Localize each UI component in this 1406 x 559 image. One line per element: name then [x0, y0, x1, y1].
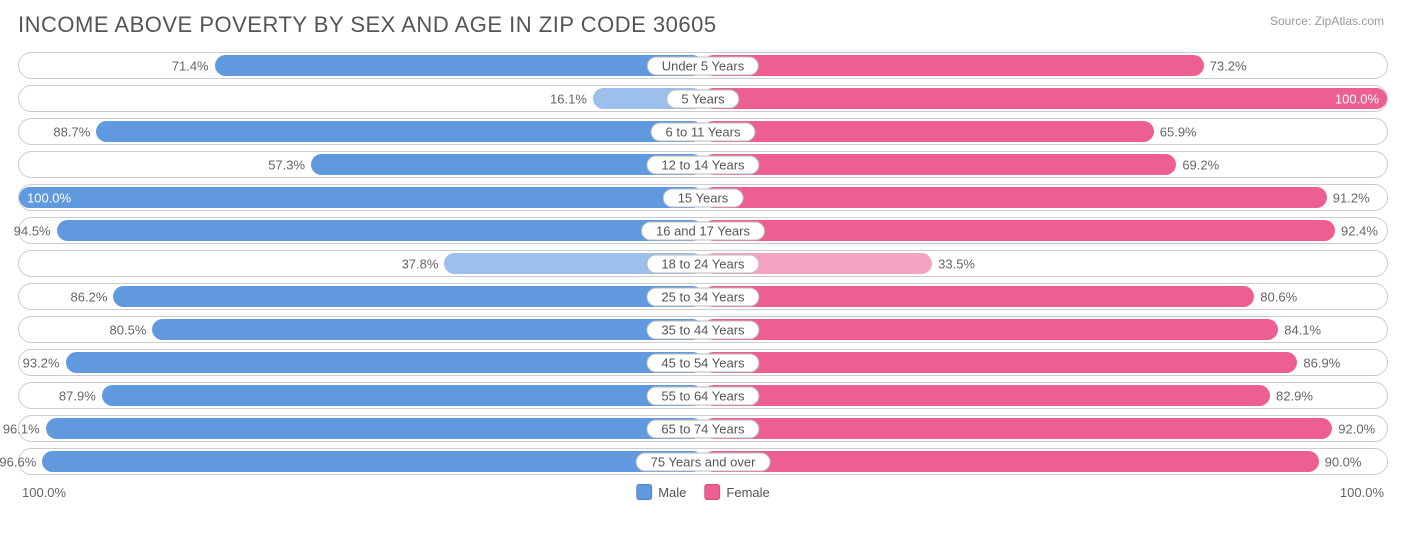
chart-title: INCOME ABOVE POVERTY BY SEX AND AGE IN Z…	[18, 12, 1388, 38]
female-bar	[703, 451, 1319, 472]
chart-row: 86.2% 80.6% 25 to 34 Years	[18, 283, 1388, 310]
male-value-label: 86.2%	[71, 289, 108, 304]
female-value-label: 65.9%	[1160, 124, 1197, 139]
male-value-label: 94.5%	[14, 223, 51, 238]
chart-row: 37.8% 33.5% 18 to 24 Years	[18, 250, 1388, 277]
chart-footer: 100.0% Male Female 100.0%	[18, 481, 1388, 503]
female-value-label: 100.0%	[1335, 91, 1379, 106]
female-bar	[703, 319, 1278, 340]
female-bar	[703, 220, 1335, 241]
chart-row: 96.1%92.0%65 to 74 Years	[18, 415, 1388, 442]
female-value-label: 84.1%	[1284, 322, 1321, 337]
female-value-label: 73.2%	[1210, 58, 1247, 73]
chart-row: 57.3% 69.2% 12 to 14 Years	[18, 151, 1388, 178]
male-bar	[215, 55, 703, 76]
axis-label-left: 100.0%	[22, 485, 66, 500]
female-bar	[703, 385, 1270, 406]
male-bar	[113, 286, 703, 307]
male-value-label: 71.4%	[172, 58, 209, 73]
female-bar	[703, 286, 1254, 307]
male-bar	[57, 220, 703, 241]
male-value-label: 87.9%	[59, 388, 96, 403]
source-attribution: Source: ZipAtlas.com	[1270, 14, 1384, 28]
female-swatch-icon	[704, 484, 720, 500]
female-value-label: 80.6%	[1260, 289, 1297, 304]
category-label: 35 to 44 Years	[646, 320, 759, 339]
female-bar	[703, 154, 1176, 175]
male-value-label: 96.1%	[3, 421, 40, 436]
male-bar	[19, 187, 703, 208]
chart-row: 80.5% 84.1% 35 to 44 Years	[18, 316, 1388, 343]
female-bar	[703, 121, 1154, 142]
category-label: 45 to 54 Years	[646, 353, 759, 372]
female-value-label: 91.2%	[1333, 190, 1370, 205]
male-value-label: 16.1%	[550, 91, 587, 106]
category-label: 75 Years and over	[636, 452, 771, 471]
female-value-label: 86.9%	[1303, 355, 1340, 370]
category-label: 5 Years	[666, 89, 739, 108]
female-value-label: 92.0%	[1338, 421, 1375, 436]
female-value-label: 92.4%	[1341, 223, 1378, 238]
legend: Male Female	[636, 484, 770, 500]
axis-label-right: 100.0%	[1340, 485, 1384, 500]
category-label: 55 to 64 Years	[646, 386, 759, 405]
category-label: Under 5 Years	[647, 56, 759, 75]
female-value-label: 69.2%	[1182, 157, 1219, 172]
male-value-label: 57.3%	[268, 157, 305, 172]
male-bar	[96, 121, 703, 142]
chart-row: 93.2% 86.9% 45 to 54 Years	[18, 349, 1388, 376]
male-bar	[311, 154, 703, 175]
female-bar	[703, 418, 1332, 439]
female-value-label: 82.9%	[1276, 388, 1313, 403]
chart-row: 100.0% 91.2% 15 Years	[18, 184, 1388, 211]
category-label: 6 to 11 Years	[651, 122, 756, 141]
female-bar	[703, 187, 1327, 208]
chart-row: 71.4% 73.2% Under 5 Years	[18, 52, 1388, 79]
male-value-label: 93.2%	[23, 355, 60, 370]
male-value-label: 100.0%	[27, 190, 71, 205]
category-label: 15 Years	[663, 188, 744, 207]
category-label: 18 to 24 Years	[646, 254, 759, 273]
category-label: 16 and 17 Years	[641, 221, 765, 240]
chart-row: 87.9% 82.9% 55 to 64 Years	[18, 382, 1388, 409]
chart-row: 88.7% 65.9% 6 to 11 Years	[18, 118, 1388, 145]
male-value-label: 96.6%	[0, 454, 36, 469]
male-value-label: 88.7%	[53, 124, 90, 139]
male-value-label: 37.8%	[402, 256, 439, 271]
category-label: 25 to 34 Years	[646, 287, 759, 306]
male-bar	[102, 385, 703, 406]
diverging-bar-chart: 71.4% 73.2% Under 5 Years 16.1% 100.0% 5 Year…	[18, 52, 1388, 475]
chart-row: 96.6%90.0%75 Years and over	[18, 448, 1388, 475]
chart-row: 16.1% 100.0% 5 Years	[18, 85, 1388, 112]
female-bar	[703, 352, 1297, 373]
female-bar	[703, 55, 1204, 76]
female-value-label: 33.5%	[938, 256, 975, 271]
male-bar	[46, 418, 703, 439]
male-bar	[152, 319, 703, 340]
legend-label-male: Male	[658, 485, 686, 500]
male-swatch-icon	[636, 484, 652, 500]
female-bar	[703, 88, 1387, 109]
legend-item-male: Male	[636, 484, 686, 500]
chart-row: 94.5%92.4%16 and 17 Years	[18, 217, 1388, 244]
legend-item-female: Female	[704, 484, 769, 500]
female-value-label: 90.0%	[1325, 454, 1362, 469]
male-value-label: 80.5%	[110, 322, 147, 337]
male-bar	[66, 352, 703, 373]
legend-label-female: Female	[726, 485, 769, 500]
category-label: 65 to 74 Years	[646, 419, 759, 438]
category-label: 12 to 14 Years	[646, 155, 759, 174]
male-bar	[42, 451, 703, 472]
